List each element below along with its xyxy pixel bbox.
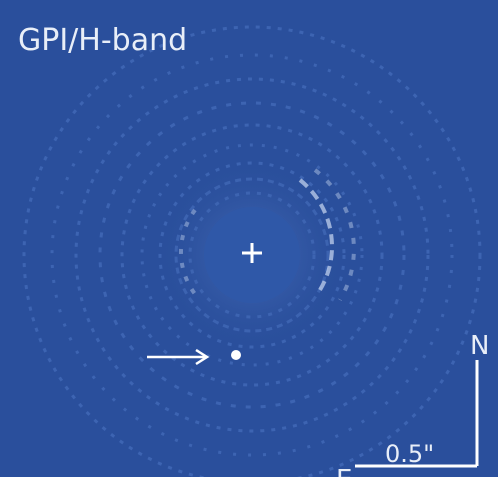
scale-bar-label: 0.5" xyxy=(385,440,434,468)
image: GPI/H-band N E 0.5" xyxy=(0,0,498,477)
compass-north: N xyxy=(470,331,489,361)
planet xyxy=(231,350,241,360)
compass-east: E xyxy=(336,465,352,477)
image-label: GPI/H-band xyxy=(18,23,187,58)
